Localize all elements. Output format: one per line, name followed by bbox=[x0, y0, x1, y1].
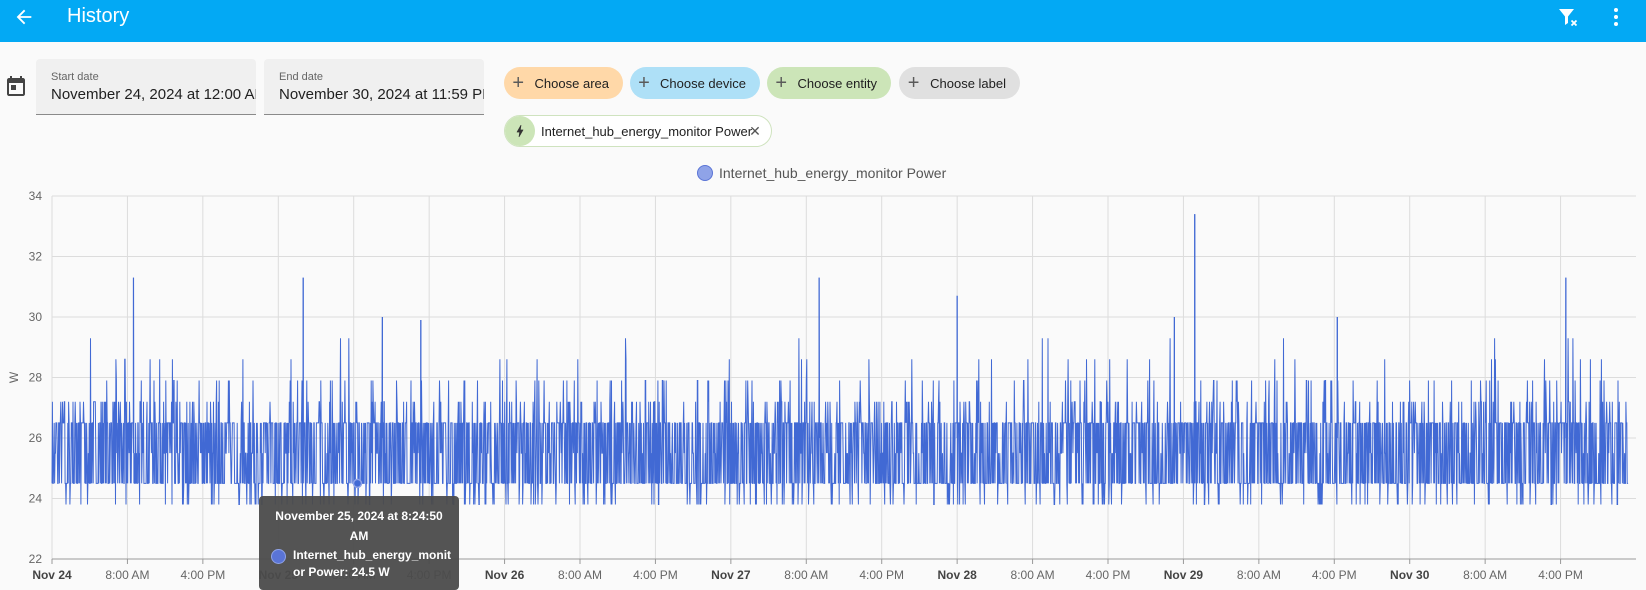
x-tick-label: 4:00 PM bbox=[633, 568, 678, 582]
app-toolbar: History bbox=[0, 0, 1646, 42]
choose-label-label: Choose label bbox=[930, 75, 1006, 91]
chart-tooltip: November 25, 2024 at 8:24:50 AM Internet… bbox=[259, 496, 459, 590]
choose-label-button[interactable]: + Choose label bbox=[899, 67, 1020, 99]
x-tick-label: 8:00 AM bbox=[1237, 568, 1281, 582]
tooltip-series-marker bbox=[271, 549, 286, 564]
plus-icon: + bbox=[775, 71, 788, 94]
choose-area-label: Choose area bbox=[534, 75, 609, 91]
end-date-label: End date bbox=[279, 71, 324, 83]
tooltip-text: Internet_hub_energy_monitor Power: 24.5 … bbox=[293, 548, 452, 579]
choose-device-label: Choose device bbox=[660, 75, 746, 91]
y-tick-label: 26 bbox=[29, 431, 43, 445]
start-date-label: Start date bbox=[51, 71, 99, 83]
x-tick-label: Nov 30 bbox=[1390, 568, 1430, 582]
plus-icon: + bbox=[907, 71, 920, 94]
close-icon[interactable]: ✕ bbox=[749, 122, 761, 139]
calendar-icon[interactable] bbox=[4, 74, 28, 98]
x-tick-label: 8:00 AM bbox=[1463, 568, 1507, 582]
page-title: History bbox=[67, 5, 130, 27]
lightning-bolt-icon bbox=[505, 116, 535, 146]
x-tick-label: 8:00 AM bbox=[1011, 568, 1055, 582]
plus-icon: + bbox=[638, 71, 650, 94]
y-tick-label: 30 bbox=[29, 310, 43, 324]
y-tick-label: 32 bbox=[29, 250, 43, 264]
x-tick-label: Nov 24 bbox=[32, 568, 72, 582]
y-tick-label: 28 bbox=[29, 371, 43, 385]
hovered-data-point[interactable] bbox=[352, 478, 363, 489]
plus-icon: + bbox=[512, 71, 525, 94]
y-axis-label: W bbox=[7, 371, 21, 383]
start-date-value: November 24, 2024 at 12:00 AM bbox=[51, 86, 256, 103]
x-tick-label: 4:00 PM bbox=[1312, 568, 1357, 582]
back-arrow-icon[interactable] bbox=[10, 3, 38, 31]
y-tick-label: 24 bbox=[29, 492, 43, 506]
filter-remove-icon[interactable] bbox=[1554, 3, 1582, 31]
x-tick-label: Nov 28 bbox=[937, 568, 977, 582]
choose-entity-button[interactable]: + Choose entity bbox=[767, 67, 891, 99]
x-tick-label: 8:00 AM bbox=[784, 568, 828, 582]
x-tick-label: 8:00 AM bbox=[105, 568, 149, 582]
chart-legend-item[interactable]: Internet_hub_energy_monitor Power bbox=[697, 163, 946, 183]
choose-area-button[interactable]: + Choose area bbox=[504, 67, 623, 99]
x-tick-label: 8:00 AM bbox=[558, 568, 602, 582]
legend-marker bbox=[697, 165, 713, 181]
y-tick-label: 22 bbox=[29, 552, 43, 566]
dots-vertical-icon[interactable] bbox=[1602, 3, 1630, 31]
y-tick-label: 34 bbox=[29, 189, 43, 203]
x-tick-label: Nov 26 bbox=[485, 568, 525, 582]
end-date-field[interactable]: End date November 30, 2024 at 11:59 PM bbox=[264, 59, 484, 115]
tooltip-title: November 25, 2024 at 8:24:50 AM bbox=[275, 509, 443, 543]
series-line bbox=[51, 214, 1629, 505]
x-tick-label: Nov 29 bbox=[1164, 568, 1204, 582]
selected-entity-chip[interactable]: Internet_hub_energy_monitor Power ✕ bbox=[504, 115, 772, 147]
choose-entity-label: Choose entity bbox=[797, 75, 878, 91]
legend-label: Internet_hub_energy_monitor Power bbox=[719, 165, 947, 181]
x-tick-label: Nov 27 bbox=[711, 568, 751, 582]
x-tick-label: 4:00 PM bbox=[859, 568, 904, 582]
x-tick-label: 4:00 PM bbox=[181, 568, 226, 582]
choose-device-button[interactable]: + Choose device bbox=[630, 67, 760, 99]
x-tick-label: 4:00 PM bbox=[1538, 568, 1583, 582]
start-date-field[interactable]: Start date November 24, 2024 at 12:00 AM bbox=[36, 59, 256, 115]
selected-entity-label: Internet_hub_energy_monitor Power bbox=[541, 123, 753, 139]
history-chart[interactable]: 34 32 30 28 26 24 22 W Nov 24 8:00 AM 4:00 PM Nov 2… bbox=[0, 186, 1646, 590]
x-tick-label: 4:00 PM bbox=[1086, 568, 1131, 582]
end-date-value: November 30, 2024 at 11:59 PM bbox=[279, 86, 484, 103]
